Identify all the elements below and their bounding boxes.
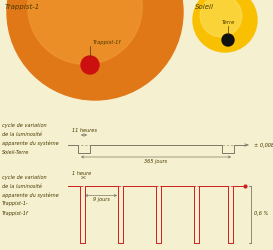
- Text: Soleil-Terre: Soleil-Terre: [2, 150, 29, 155]
- Text: cycle de variation: cycle de variation: [2, 123, 47, 128]
- Circle shape: [28, 0, 142, 64]
- Text: 11 heures: 11 heures: [72, 128, 96, 134]
- Text: 0,6 %: 0,6 %: [254, 212, 268, 216]
- Text: 365 jours: 365 jours: [144, 158, 168, 164]
- Circle shape: [7, 0, 183, 100]
- Text: Trappist-1f: Trappist-1f: [93, 40, 121, 45]
- Circle shape: [193, 0, 257, 52]
- Circle shape: [222, 34, 234, 46]
- Text: de la luminosité: de la luminosité: [2, 132, 42, 137]
- Text: apparente du système: apparente du système: [2, 192, 59, 198]
- Text: Trappist-1-: Trappist-1-: [2, 202, 29, 206]
- Circle shape: [200, 0, 242, 37]
- Text: cycle de variation: cycle de variation: [2, 174, 47, 180]
- Text: Trappist-1f: Trappist-1f: [2, 210, 29, 216]
- Text: Trappist-1: Trappist-1: [5, 4, 40, 10]
- Text: de la luminosité: de la luminosité: [2, 184, 42, 188]
- Text: Terre: Terre: [221, 20, 235, 25]
- Text: apparente du système: apparente du système: [2, 141, 59, 146]
- Text: 9 jours: 9 jours: [93, 198, 109, 202]
- Text: ± 0,008 %: ± 0,008 %: [254, 142, 273, 148]
- Circle shape: [81, 56, 99, 74]
- Text: 1 heure: 1 heure: [72, 171, 92, 176]
- Text: Soleil: Soleil: [195, 4, 214, 10]
